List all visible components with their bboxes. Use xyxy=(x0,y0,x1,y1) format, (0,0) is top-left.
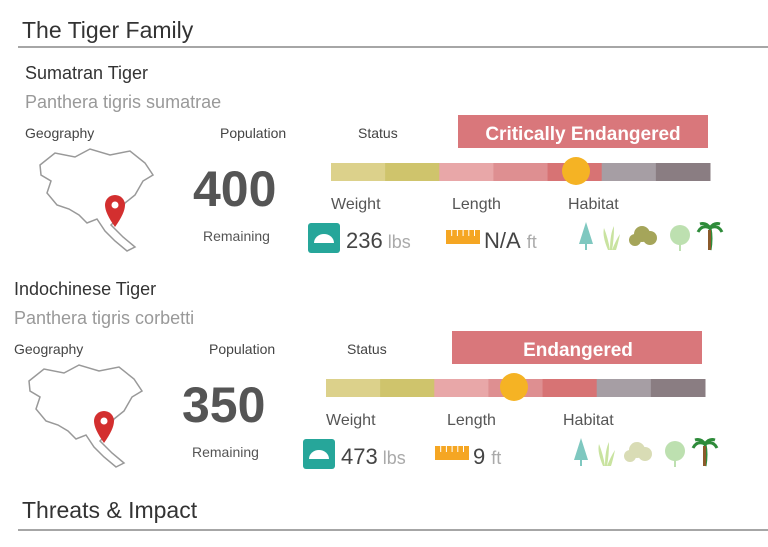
map-outline xyxy=(39,148,155,252)
weight-value: 473 xyxy=(341,444,378,469)
habitat-grass xyxy=(603,226,620,250)
weight-unit: lbs xyxy=(383,448,406,468)
habitat-tree-trunk xyxy=(679,243,681,251)
status-segment xyxy=(439,163,494,181)
population: 350 xyxy=(182,377,265,433)
label: Weight xyxy=(326,412,376,429)
habitat-grass xyxy=(598,442,615,466)
weight-value: 236 xyxy=(346,228,383,253)
weight-icon-dial xyxy=(314,234,334,243)
map xyxy=(28,364,144,468)
map-pin xyxy=(94,411,114,443)
habitat-wetland xyxy=(638,447,652,461)
map-outline xyxy=(28,364,144,468)
population: 400 xyxy=(193,161,276,217)
section-title: The Tiger Family xyxy=(22,17,194,43)
habitat-tree xyxy=(665,441,685,461)
length-icon xyxy=(435,446,469,460)
status-badge xyxy=(452,331,702,364)
habitat-wetland xyxy=(629,234,641,246)
label: Status xyxy=(358,125,398,141)
label: Length xyxy=(447,412,496,429)
length-value: 9 xyxy=(473,444,485,469)
habitat-forest xyxy=(579,222,593,250)
habitat-tree xyxy=(670,225,690,245)
status-segment xyxy=(385,163,440,181)
scientific-name: Panthera tigris sumatrae xyxy=(25,92,221,112)
length-unit: ft xyxy=(527,232,537,252)
map-pin-dot xyxy=(111,201,119,209)
weight-unit: lbs xyxy=(388,232,411,252)
status-text: Endangered xyxy=(523,340,633,361)
label: Remaining xyxy=(192,444,259,460)
status-segment xyxy=(493,163,549,181)
label: Geography xyxy=(14,341,83,357)
map-pin-dot xyxy=(100,417,108,425)
habitat-wetland xyxy=(624,450,636,462)
habitat-wetland xyxy=(643,231,657,245)
status-segment xyxy=(655,163,711,181)
label: Habitat xyxy=(563,412,614,429)
label: Population xyxy=(209,341,275,357)
status-marker xyxy=(500,373,528,401)
status-badge xyxy=(458,115,708,148)
label: Habitat xyxy=(568,196,619,213)
length-unit: ft xyxy=(491,448,501,468)
status-segment xyxy=(326,379,381,397)
label: Status xyxy=(347,341,387,357)
habitat-palm-trunk xyxy=(703,446,706,466)
tiger-name: Sumatran Tiger xyxy=(25,63,148,83)
status-segment xyxy=(601,163,657,181)
tiger-name: Indochinese Tiger xyxy=(14,279,156,299)
length-icon xyxy=(446,230,480,244)
tiger-card: Indochinese Tiger Panthera tigris corbett… xyxy=(14,279,719,469)
status-text: Critically Endangered xyxy=(485,124,680,145)
section-title: Threats & Impact xyxy=(22,497,198,523)
status-segment xyxy=(542,379,598,397)
length-value: N/A xyxy=(484,228,521,253)
status-marker xyxy=(562,157,590,185)
status-segment xyxy=(650,379,706,397)
status-segment xyxy=(596,379,652,397)
map-pin xyxy=(105,195,125,227)
habitat-forest xyxy=(574,438,588,466)
label: Remaining xyxy=(203,228,270,244)
tiger-card: Sumatran Tiger Panthera tigris sumatrae Ge… xyxy=(25,63,724,253)
status-segment xyxy=(434,379,489,397)
label: Geography xyxy=(25,125,94,141)
scientific-name: Panthera tigris corbetti xyxy=(14,308,194,328)
status-segment xyxy=(331,163,386,181)
label: Weight xyxy=(331,196,381,213)
label: Population xyxy=(220,125,286,141)
map xyxy=(39,148,155,252)
status-segment xyxy=(380,379,435,397)
weight-icon-dial xyxy=(309,450,329,459)
habitat-palm-trunk xyxy=(708,230,711,250)
label: Length xyxy=(452,196,501,213)
habitat-tree-trunk xyxy=(674,459,676,467)
